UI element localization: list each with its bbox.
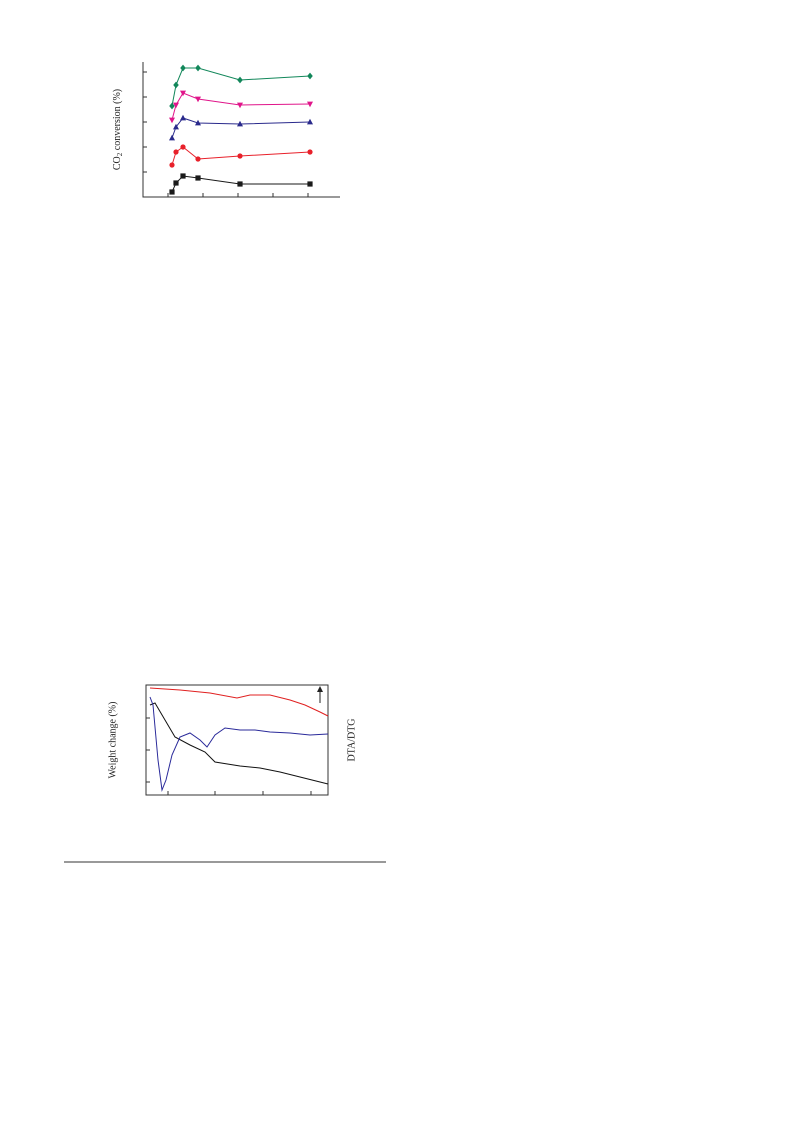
marker — [169, 102, 175, 110]
marker — [237, 76, 243, 84]
marker — [169, 162, 175, 168]
axes — [142, 62, 340, 198]
series-line — [171, 117, 311, 139]
y2-axis-label: DTA/DTG — [346, 718, 357, 761]
marker — [169, 134, 175, 141]
marker — [307, 149, 313, 155]
marker — [169, 117, 175, 124]
marker — [173, 123, 179, 130]
label-part: CO — [112, 156, 123, 170]
plot-frame — [145, 684, 329, 796]
y-axis-label: Weight change (%) — [107, 702, 118, 779]
marker — [195, 96, 201, 103]
marker — [180, 90, 186, 97]
marker — [237, 181, 243, 187]
marker — [195, 156, 201, 162]
marker — [173, 149, 179, 155]
marker — [180, 64, 186, 72]
marker — [180, 114, 186, 121]
marker — [195, 119, 201, 126]
marker — [237, 120, 243, 127]
series-line — [149, 696, 329, 792]
marker — [195, 64, 201, 72]
marker — [169, 189, 175, 195]
series-line — [171, 92, 311, 121]
label-part: conversion (%) — [112, 89, 123, 153]
marker — [307, 118, 313, 125]
marker — [180, 144, 186, 150]
y-axis-label: CO2 conversion (%) — [112, 89, 123, 170]
arrow — [317, 686, 323, 703]
marker — [237, 153, 243, 159]
marker — [173, 180, 179, 186]
marker — [307, 181, 313, 187]
marker — [173, 81, 179, 89]
series-line — [149, 702, 329, 785]
marker — [180, 173, 186, 179]
marker — [307, 101, 313, 108]
marker — [307, 72, 313, 80]
marker — [237, 102, 243, 109]
series-line — [149, 687, 329, 717]
marker — [195, 175, 201, 181]
marker — [173, 102, 179, 109]
series-line — [171, 67, 311, 107]
subscript: 2 — [116, 152, 124, 156]
